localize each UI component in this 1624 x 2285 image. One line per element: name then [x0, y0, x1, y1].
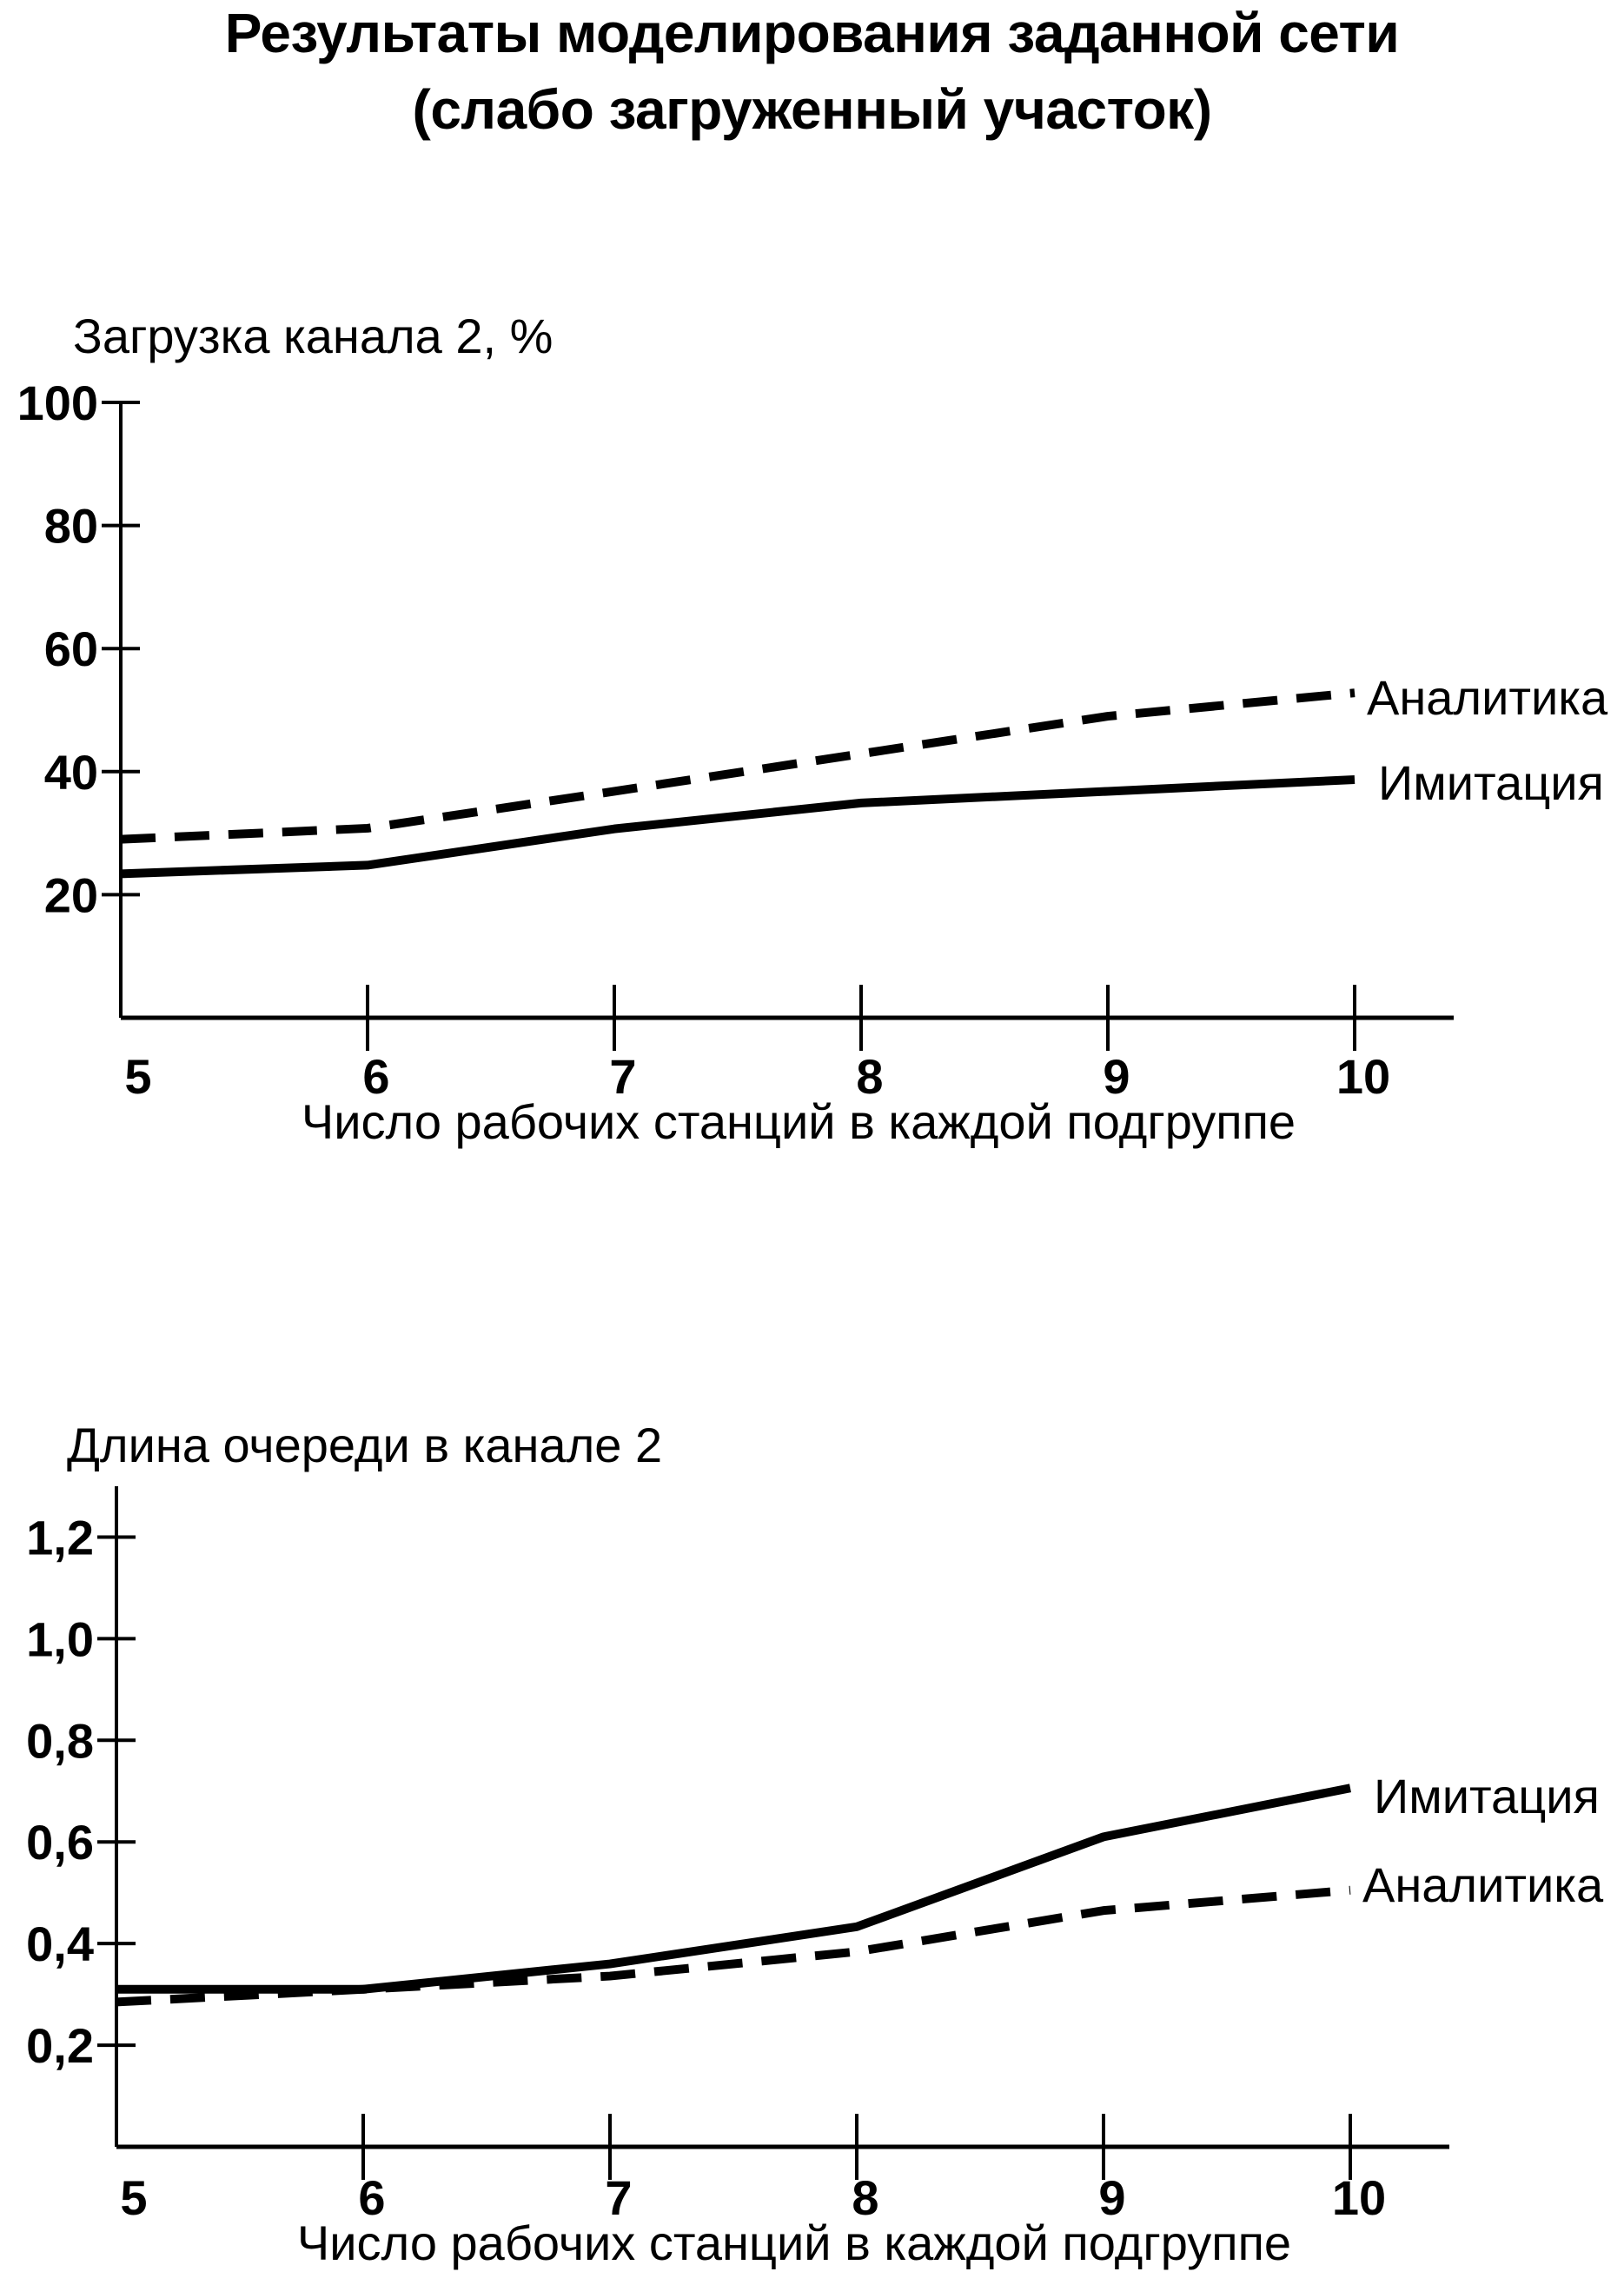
x-tick-label: 6 [358, 2170, 385, 2225]
y-axis-label: Загрузка канала 2, % [73, 309, 553, 363]
y-tick-label: 0,2 [26, 2018, 94, 2073]
series-line-analytic [116, 1885, 1351, 2007]
chart-2: 0,2 0,4 0,6 0,8 1,0 1,2 5 6 7 8 9 10 Длина очереди в… [26, 1418, 1604, 2270]
y-tick-label: 1,0 [26, 1611, 94, 1666]
x-tick-label: 10 [1336, 1049, 1390, 1104]
x-tick-label: 9 [1103, 1049, 1130, 1104]
x-tick-label: 8 [852, 2170, 878, 2225]
x-tick-label: 7 [605, 2170, 632, 2225]
y-tick-label: 100 [17, 375, 98, 430]
series-line-simulation [120, 775, 1356, 879]
y-tick-label: 1,2 [26, 1510, 94, 1564]
x-tick-label: 10 [1332, 2170, 1386, 2225]
chart-title-line1: Результаты моделирования заданной сети [224, 2, 1400, 64]
y-axis-label: Длина очереди в канале 2 [67, 1418, 662, 1472]
x-tick-label: 9 [1098, 2170, 1125, 2225]
series-line-analytic [120, 688, 1356, 844]
x-tick-label: 5 [124, 1049, 151, 1104]
chart-title-line2: (слабо загруженный участок) [412, 78, 1213, 141]
x-axis-label: Число рабочих станций в каждой подгруппе [297, 2215, 1291, 2270]
series-label: Аналитика [1362, 1857, 1604, 1912]
y-tick-label: 80 [44, 499, 98, 554]
y-tick-label: 40 [44, 745, 98, 800]
y-tick-label: 20 [44, 867, 98, 922]
y-tick-label: 0,4 [26, 1916, 94, 1971]
series-label: Аналитика [1367, 670, 1608, 725]
x-axis-label: Число рабочих станций в каждой подгруппе [302, 1094, 1296, 1149]
series-line-simulation [116, 1783, 1351, 1994]
series-label: Имитация [1378, 755, 1604, 810]
x-tick-label: 6 [362, 1049, 389, 1104]
y-tick-label: 0,8 [26, 1713, 94, 1768]
x-tick-label: 8 [856, 1049, 883, 1104]
y-tick-label: 60 [44, 621, 98, 676]
series-label: Имитация [1374, 1769, 1600, 1823]
x-tick-label: 5 [120, 2170, 147, 2225]
x-tick-label: 7 [609, 1049, 636, 1104]
y-tick-label: 0,6 [26, 1815, 94, 1870]
chart-1: 20 40 60 80 100 5 6 7 8 9 10 Загрузка канала 2, % Чи… [17, 309, 1608, 1149]
